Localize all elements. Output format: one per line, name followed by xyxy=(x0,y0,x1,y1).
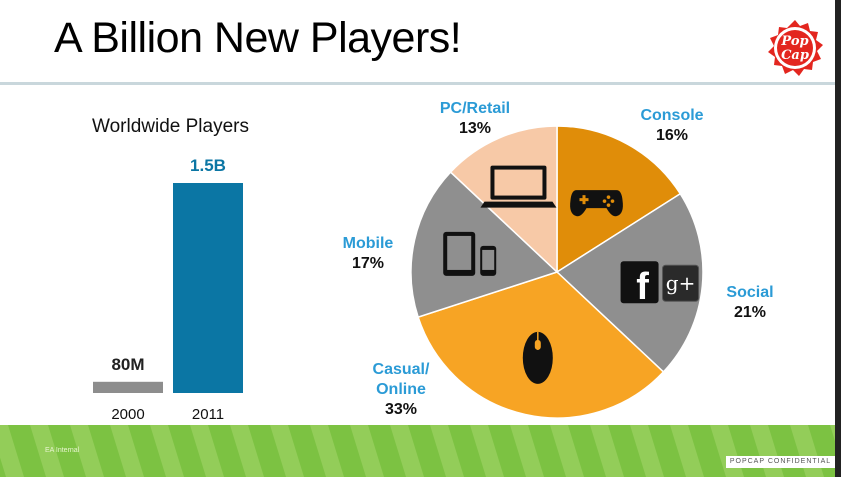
pie-slice-tablet-phone xyxy=(410,170,559,319)
pie-label-value: 16% xyxy=(655,127,689,144)
pie-label-pc-retail: PC/Retail 13% xyxy=(415,99,535,139)
pie-label-name: Console xyxy=(640,107,704,124)
bar-chart-title: Worldwide Players xyxy=(92,116,249,137)
footer-confidential-label: POPCAP CONFIDENTIAL xyxy=(726,456,835,468)
pie-label-name-line-2: Online xyxy=(376,381,426,398)
title-divider xyxy=(0,82,835,85)
pie-label-value: 17% xyxy=(351,255,385,272)
popcap-logo: Pop Cap xyxy=(768,20,823,76)
pie-label-name: Mobile xyxy=(342,235,394,252)
bar-category-label-2011: 2011 xyxy=(192,406,224,423)
gamepad-icon xyxy=(570,190,623,217)
bar-2000 xyxy=(93,381,163,393)
pie-label-value: 13% xyxy=(458,120,492,137)
svg-text:f: f xyxy=(636,266,649,308)
pie-label-social: Social 21% xyxy=(700,283,800,323)
bar-value-label-2000: 80M xyxy=(111,355,144,374)
svg-text:g+: g+ xyxy=(666,271,696,295)
pie-label-value: 21% xyxy=(733,304,767,321)
bar-chart: 80M 2000 1.5B 2011 xyxy=(93,156,243,423)
pie-label-name: PC/Retail xyxy=(439,100,511,117)
bar-value-label-2011: 1.5B xyxy=(190,156,226,175)
pie-chart: f g+ xyxy=(410,125,704,419)
pie-label-name-line-1: Casual/ xyxy=(372,361,430,378)
bar-2011 xyxy=(173,183,243,393)
logo-text-cap: Cap xyxy=(781,48,809,63)
mouse-icon xyxy=(522,331,553,384)
footer-internal-label: EA Internal xyxy=(45,447,80,454)
pie-label-mobile: Mobile 17% xyxy=(320,234,416,274)
logo-text-pop: Pop xyxy=(780,34,808,49)
grass-footer xyxy=(0,425,835,477)
pie-label-casual-online: Casual/ Online 33% xyxy=(356,360,446,420)
tablet-phone-icon xyxy=(443,231,497,276)
bar-category-label-2000: 2000 xyxy=(111,406,144,423)
pie-label-console: Console 16% xyxy=(612,106,732,146)
pie-label-name: Social xyxy=(726,284,774,301)
slide-title: A Billion New Players! xyxy=(54,14,462,62)
laptop-icon xyxy=(480,165,557,208)
facebook-googleplus-icon: f g+ xyxy=(620,261,700,308)
pie-label-value: 33% xyxy=(384,401,418,418)
